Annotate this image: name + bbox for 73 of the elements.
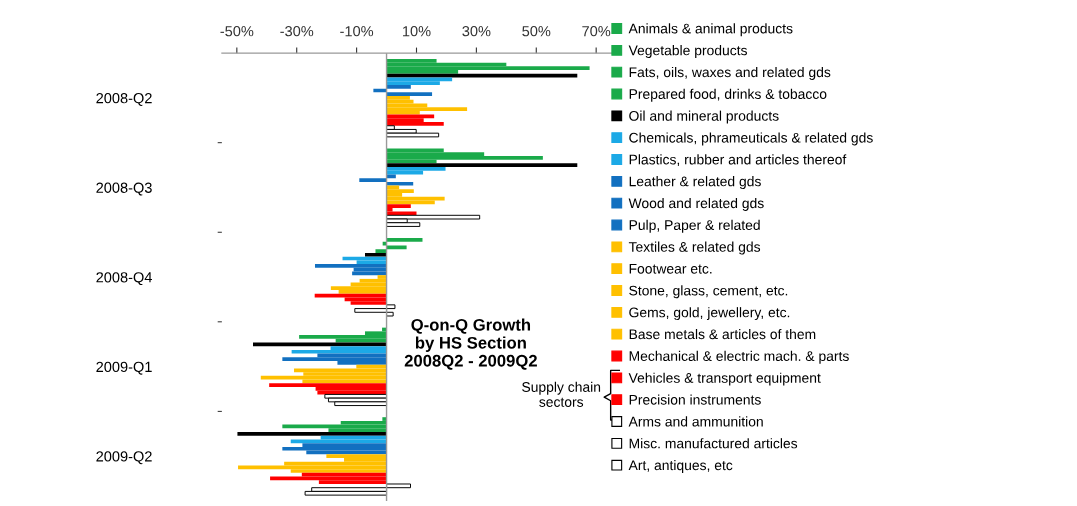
legend-label: Pulp, Paper & related <box>629 219 760 233</box>
bar <box>386 245 407 250</box>
legend-label: Plastics, rubber and articles thereof <box>629 154 847 167</box>
legend-label: Base metals & articles of them <box>629 328 816 340</box>
bar <box>386 163 578 168</box>
y-tick-label: 2009-Q2 <box>96 451 152 465</box>
bar <box>352 271 387 276</box>
x-tick-label: -50% <box>220 26 254 37</box>
x-tick-label: -10% <box>340 26 374 37</box>
legend-label: Fats, oils, waxes and related gds <box>629 66 831 80</box>
legend-label: Animals & animal products <box>628 23 793 37</box>
x-tick-label: 70% <box>582 26 611 37</box>
bar <box>386 174 396 179</box>
legend-label: Footwear etc. <box>629 263 712 274</box>
bar <box>290 439 387 444</box>
bar <box>386 92 433 97</box>
legend-label: Gems, gold, jewellery, etc. <box>629 307 790 321</box>
bar <box>304 490 388 496</box>
legend-label: Oil and mineral products <box>629 110 779 124</box>
legend-label: Wood and related gds <box>628 197 764 211</box>
bar <box>260 375 387 380</box>
legend-label: Leather & related gds <box>629 176 761 190</box>
bar <box>291 349 387 354</box>
bar <box>386 181 414 186</box>
legend-label: Stone, glass, cement, etc. <box>629 285 788 299</box>
y-tick-label: 2008-Q2 <box>96 93 152 106</box>
bar <box>386 96 410 100</box>
bar <box>326 454 387 459</box>
annotation: Supply chain sectors <box>522 381 601 407</box>
bar <box>386 222 421 227</box>
bar <box>238 465 387 470</box>
bar <box>375 249 387 253</box>
bar <box>282 446 387 451</box>
bar <box>364 252 387 257</box>
bar <box>253 342 387 347</box>
legend-label: Arms and ammunition <box>628 416 763 427</box>
x-tick-label: 50% <box>522 26 551 37</box>
bar <box>386 73 578 78</box>
legend-label: Mechanical & electric mach. & parts <box>629 350 849 364</box>
x-tick-label: -30% <box>280 26 314 37</box>
legend-label: Chemicals, phrameuticals & related gds <box>629 132 873 146</box>
legend-label: Vegetable products <box>628 45 747 59</box>
bar <box>386 238 423 242</box>
bar <box>282 357 387 362</box>
x-tick-label: 30% <box>462 26 491 37</box>
bar <box>386 189 414 194</box>
x-tick-label: 10% <box>403 26 431 37</box>
bar <box>237 432 387 436</box>
bar <box>386 214 481 220</box>
bar <box>294 368 387 373</box>
legend-label: Prepared food, drinks & tobacco <box>629 88 827 102</box>
y-tick-label: 2008-Q4 <box>96 272 152 286</box>
y-tick-label: 2008-Q3 <box>96 182 152 196</box>
legend-label: Art, antiques, etc <box>628 459 733 473</box>
legend-label: Misc. manufactured articles <box>629 438 798 449</box>
legend-label: Vehicles & transport equipment <box>628 372 821 386</box>
bar <box>386 167 446 171</box>
bar <box>314 264 387 268</box>
bar <box>386 204 411 208</box>
bar <box>386 132 440 138</box>
text: Q-on-Q Growth by HS Section 2008Q2 - 2009Q2 <box>404 318 537 370</box>
bar <box>299 335 387 339</box>
bar <box>330 286 387 291</box>
bar <box>386 84 411 89</box>
legend-label: Precision instruments <box>629 394 761 405</box>
bar <box>386 122 444 126</box>
bar <box>386 66 590 71</box>
legend-label: Textiles & related gds <box>628 241 761 255</box>
y-tick-label: 2009-Q1 <box>96 361 152 375</box>
bar <box>359 178 387 182</box>
bar <box>386 155 543 160</box>
bar <box>269 383 387 387</box>
bar <box>386 107 468 111</box>
